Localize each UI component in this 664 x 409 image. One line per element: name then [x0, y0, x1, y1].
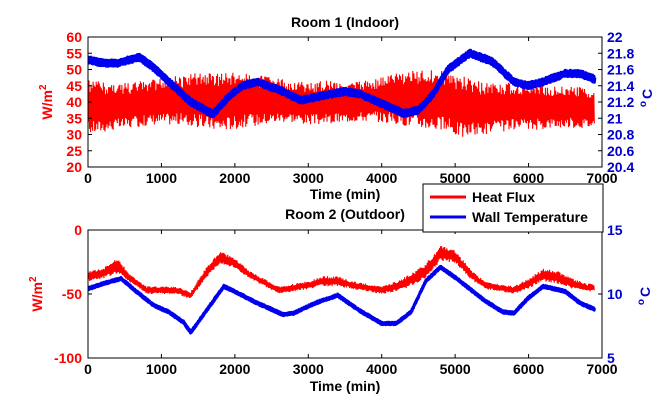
- y-right-tick-label: 20.6: [607, 143, 634, 159]
- y-right-tick-label: 15: [607, 222, 623, 238]
- legend: Heat Flux Wall Temperature: [422, 183, 604, 233]
- y-right-tick-label: 21.4: [607, 78, 634, 94]
- panel-1-left-axis-label: W/m2: [38, 84, 55, 120]
- panel-1-right-axis-label: oC: [638, 89, 655, 107]
- y-right-tick-label: 10: [607, 286, 623, 302]
- y-left-tick-label: 45: [66, 78, 82, 94]
- x-tick-label: 0: [84, 361, 92, 377]
- panel-room-2: Room 2 (Outdoor) 0 1000 2000 3000 4000 5000 60…: [28, 206, 653, 394]
- panel-2-right-axis-unit: C: [637, 287, 653, 297]
- x-tick-label: 6000: [513, 170, 544, 186]
- legend-box: [422, 183, 604, 233]
- panel-1-left-axis-sup: 2: [38, 84, 49, 90]
- panel-room-1: Room 1 (Indoor) 0 1000 2000 3000 4000 5000 600…: [38, 14, 655, 202]
- panel-2-series-clip: [88, 246, 596, 335]
- legend-heat-flux-label: Heat Flux: [472, 189, 535, 205]
- y-left-tick-label: 20: [66, 159, 82, 175]
- panel-1-left-axis-unit: W/m: [39, 90, 55, 120]
- x-tick-label: 5000: [440, 361, 471, 377]
- legend-wall-temp-label: Wall Temperature: [472, 209, 588, 225]
- series-heat-flux: [88, 70, 595, 137]
- panel-2-plot-frame: [87, 229, 603, 359]
- y-left-tick-label: 60: [66, 29, 82, 45]
- panel-2-left-axis-sup: 2: [28, 276, 39, 282]
- y-right-tick-label: 21: [607, 110, 623, 126]
- y-left-tick-label: 40: [66, 94, 82, 110]
- x-tick-label: 4000: [366, 170, 397, 186]
- panel-2-x-axis-label: Time (min): [310, 378, 381, 394]
- y-left-tick-label: 50: [66, 62, 82, 78]
- y-right-tick-label: 5: [607, 350, 615, 366]
- panel-1-right-axis-degree: o: [638, 101, 649, 107]
- x-tick-label: 7000: [586, 170, 617, 186]
- y-left-tick-label: -50: [62, 286, 82, 302]
- panel-1-axes: 0 1000 2000 3000 4000 5000 6000 7000 20253035404…: [66, 29, 634, 186]
- x-tick-label: 6000: [513, 361, 544, 377]
- x-tick-label: 0: [84, 170, 92, 186]
- y-right-tick-label: 20.4: [607, 159, 634, 175]
- panel-2-left-axis-label: W/m2: [28, 276, 45, 312]
- y-left-tick-label: 55: [66, 45, 82, 61]
- panel-2-right-axis-degree: o: [636, 299, 647, 305]
- x-tick-label: 1000: [146, 361, 177, 377]
- y-right-tick-label: 21.8: [607, 45, 634, 61]
- y-right-tick-label: 22: [607, 29, 623, 45]
- panel-2-right-axis-label: oC: [636, 287, 653, 305]
- series-wall-temperature: [88, 264, 596, 335]
- x-tick-label: 2000: [219, 361, 250, 377]
- x-tick-label: 5000: [440, 170, 471, 186]
- y-right-tick-label: 21.2: [607, 94, 634, 110]
- series-wall-temperature: [88, 48, 597, 119]
- panel-1-series-clip: [88, 48, 597, 137]
- x-tick-label: 1000: [146, 170, 177, 186]
- y-left-tick-label: 30: [66, 127, 82, 143]
- panel-2-axes: 0 1000 2000 3000 4000 5000 6000 7000 -100 -50 0 5 10…: [54, 222, 623, 377]
- x-tick-label: 7000: [586, 361, 617, 377]
- panel-1-title: Room 1 (Indoor): [291, 14, 399, 30]
- y-left-tick-label: -100: [54, 350, 82, 366]
- y-right-tick-label: 21.6: [607, 62, 634, 78]
- panel-2-title: Room 2 (Outdoor): [285, 206, 405, 222]
- y-left-tick-label: 0: [74, 222, 82, 238]
- panel-2-left-axis-unit: W/m: [29, 282, 45, 312]
- y-right-tick-label: 20.8: [607, 127, 634, 143]
- series-heat-flux: [88, 246, 595, 298]
- x-tick-label: 3000: [293, 361, 324, 377]
- x-tick-label: 4000: [366, 361, 397, 377]
- panel-1-right-axis-unit: C: [639, 89, 655, 99]
- x-tick-label: 3000: [293, 170, 324, 186]
- panel-1-x-axis-label: Time (min): [310, 186, 381, 202]
- y-left-tick-label: 35: [66, 110, 82, 126]
- y-left-tick-label: 25: [66, 143, 82, 159]
- x-tick-label: 2000: [219, 170, 250, 186]
